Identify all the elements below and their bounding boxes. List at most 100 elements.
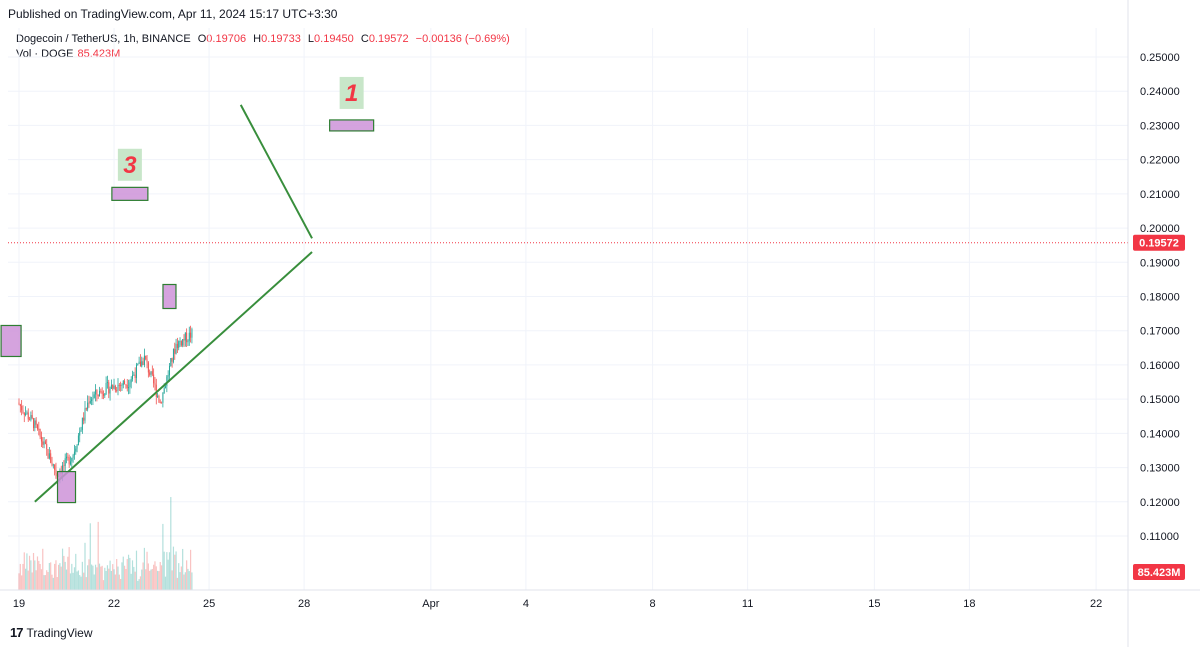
- symbol-title[interactable]: Dogecoin / TetherUS, 1h, BINANCE: [16, 33, 191, 45]
- volume-bar: [168, 552, 171, 590]
- volume-bar: [145, 569, 147, 590]
- volume-bar: [105, 570, 107, 590]
- touch-box: [56, 470, 77, 504]
- volume-bar: [179, 572, 181, 590]
- volume-bar: [188, 571, 190, 590]
- candle-body: [73, 451, 75, 456]
- candle-body: [172, 349, 174, 362]
- low-value: 0.19450: [314, 33, 354, 45]
- volume-bar: [54, 563, 56, 590]
- volume-bar: [93, 574, 95, 590]
- volume-bar: [138, 579, 140, 590]
- point-label-3: 3: [123, 152, 137, 179]
- candle-body: [157, 395, 159, 397]
- volume-bar: [137, 580, 139, 590]
- candle-body: [133, 374, 135, 376]
- volume-bar: [120, 578, 122, 590]
- volume-bar: [139, 576, 142, 590]
- x-tick-label: 25: [203, 598, 215, 610]
- candle-body: [124, 380, 126, 385]
- candle-body: [182, 339, 184, 346]
- candle-body: [96, 389, 98, 395]
- touch-box: [162, 283, 177, 310]
- volume-bar: [182, 548, 184, 590]
- candle-body: [48, 453, 50, 459]
- volume-bar: [30, 560, 32, 590]
- candle-body: [64, 458, 66, 466]
- candle-body: [145, 355, 147, 360]
- candle-body: [35, 420, 37, 425]
- volume-bar: [80, 576, 82, 590]
- volume-bar: [50, 562, 52, 590]
- volume-bar: [127, 554, 130, 590]
- volume-bar: [98, 563, 101, 590]
- candle-body: [72, 455, 74, 458]
- candle-body: [27, 412, 29, 420]
- volume-bar: [174, 554, 176, 590]
- volume-bar: [155, 566, 157, 590]
- last-price-text: 0.19572: [1139, 238, 1179, 250]
- volume-bar: [170, 497, 172, 590]
- candle-body: [54, 464, 56, 470]
- candle-body: [184, 332, 186, 341]
- candle-body: [167, 375, 169, 377]
- candle-body: [116, 390, 118, 391]
- volume-bar: [110, 570, 112, 590]
- candle-body: [154, 383, 156, 385]
- candle-body: [139, 361, 141, 367]
- volume-bar: [129, 557, 131, 590]
- candle-body: [31, 415, 33, 419]
- candle-body: [100, 390, 102, 392]
- candle-body: [150, 371, 152, 375]
- y-tick-label: 0.11000: [1140, 531, 1179, 543]
- candle-body: [155, 384, 157, 397]
- volume-bar: [19, 563, 21, 590]
- candle-body: [81, 417, 83, 430]
- volume-bar: [134, 571, 136, 590]
- candle-body: [71, 457, 73, 462]
- volume-bar: [63, 555, 65, 590]
- volume-bar: [126, 559, 128, 590]
- y-tick-label: 0.22000: [1140, 155, 1180, 167]
- volume-bar: [84, 542, 86, 590]
- volume-bar: [28, 555, 31, 590]
- candle-body: [183, 339, 185, 341]
- candle-body: [93, 394, 95, 398]
- volume-bar: [178, 563, 180, 590]
- candle-body: [121, 384, 123, 386]
- x-tick-label: 19: [13, 598, 25, 610]
- footer-brand[interactable]: 17 TradingView: [10, 625, 93, 640]
- volume-bar: [158, 571, 160, 590]
- volume-bar: [73, 567, 76, 590]
- candle-body: [19, 404, 21, 406]
- volume-bar: [69, 573, 72, 590]
- candle-body: [114, 385, 116, 391]
- volume-bar: [142, 562, 144, 590]
- volume-bar: [125, 569, 127, 590]
- volume-bar: [113, 569, 115, 590]
- volume-bar: [176, 577, 178, 590]
- volume-bar: [23, 552, 25, 590]
- volume-bar: [183, 574, 185, 590]
- y-tick-label: 0.16000: [1140, 360, 1180, 372]
- candle-body: [175, 343, 177, 354]
- y-tick-label: 0.12000: [1140, 497, 1180, 509]
- candle-body: [158, 395, 160, 402]
- candle-body: [66, 456, 68, 459]
- candle-body: [89, 400, 91, 404]
- volume-bar: [71, 563, 73, 590]
- volume-bar: [77, 570, 79, 590]
- candle-body: [117, 384, 119, 391]
- volume-bar: [61, 548, 64, 590]
- candle-body: [92, 397, 94, 400]
- volume-bar: [59, 563, 61, 590]
- candle-body: [42, 441, 44, 445]
- volume-bar: [56, 577, 58, 590]
- high-label: H: [253, 33, 262, 45]
- brand-name: TradingView: [26, 625, 93, 640]
- volume-bar: [117, 566, 119, 590]
- volume-bar: [108, 568, 110, 590]
- candle-body: [25, 413, 27, 415]
- candle-body: [125, 384, 127, 386]
